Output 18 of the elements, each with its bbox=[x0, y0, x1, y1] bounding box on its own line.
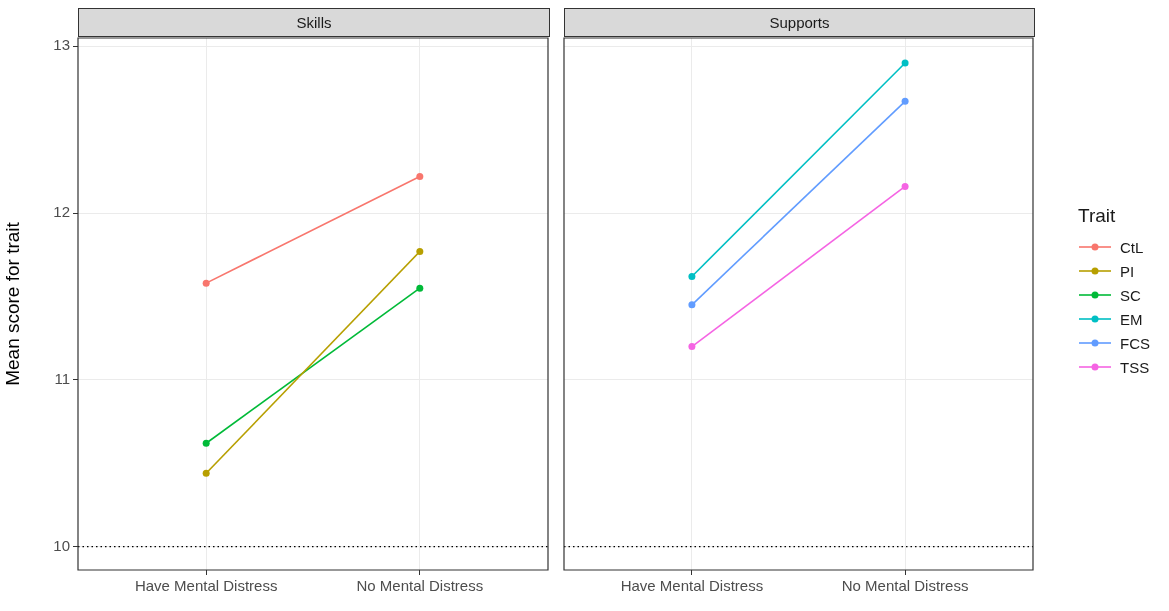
y-tick-label: 12 bbox=[53, 203, 70, 221]
chart-title: Skills bbox=[78, 8, 550, 37]
legend-label: EM bbox=[1120, 310, 1143, 328]
x-tick-label: No Mental Distress bbox=[356, 577, 484, 595]
y-axis-title: Mean score for trait bbox=[1, 221, 23, 386]
x-tick-label: Have Mental Distress bbox=[620, 577, 764, 595]
legend-label: PI bbox=[1120, 262, 1135, 280]
legend-label: TSS bbox=[1120, 358, 1150, 376]
x-tick-label: No Mental Distress bbox=[841, 577, 969, 595]
legend-label: FCS bbox=[1120, 334, 1150, 352]
legend-title: Trait bbox=[1078, 205, 1117, 227]
legend-label: CtL bbox=[1120, 238, 1144, 256]
y-tick-label: 11 bbox=[54, 370, 70, 388]
y-tick-label: 13 bbox=[53, 36, 70, 54]
y-tick-label: 10 bbox=[53, 536, 70, 554]
x-tick-label: Have Mental Distress bbox=[134, 577, 278, 595]
chart-title: Supports bbox=[564, 8, 1035, 37]
legend-label: SC bbox=[1120, 286, 1141, 304]
